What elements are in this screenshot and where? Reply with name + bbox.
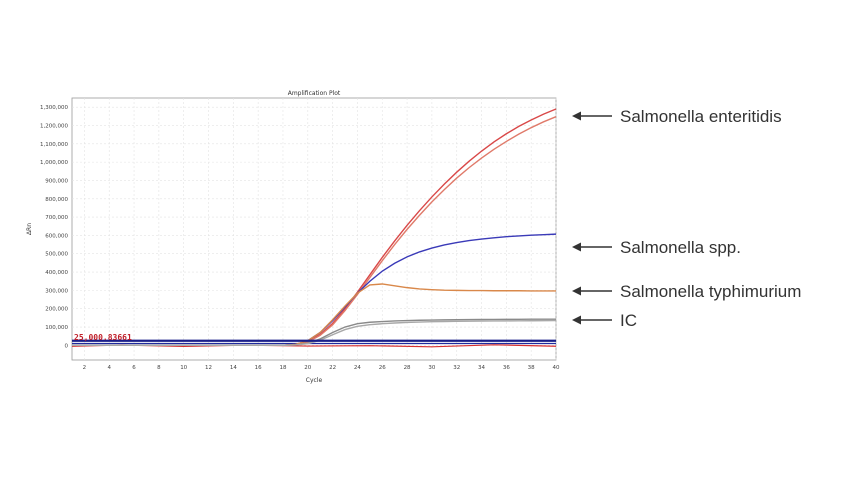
y-tick-label: 100,000 — [45, 325, 68, 331]
x-tick-label: 28 — [404, 365, 411, 371]
callout-arrow-head — [572, 111, 581, 121]
threshold-label: 25,000.83661 — [74, 333, 132, 342]
plot-area — [71, 97, 557, 361]
x-tick-label: 12 — [205, 365, 212, 371]
x-tick-label: 30 — [428, 365, 435, 371]
x-tick-label: 36 — [503, 365, 510, 371]
x-tick-label: 40 — [553, 365, 560, 371]
grid — [72, 98, 557, 360]
series-line-ic — [72, 318, 557, 347]
y-tick-label: 1,000,000 — [40, 160, 68, 166]
callout-arrow-head — [572, 315, 581, 325]
callout-label: Salmonella spp. — [620, 238, 741, 257]
y-tick-label: 800,000 — [45, 197, 68, 203]
x-tick-label: 10 — [180, 365, 187, 371]
x-tick-label: 2 — [83, 365, 87, 371]
callout-label: IC — [620, 311, 637, 330]
x-tick-label: 22 — [329, 365, 336, 371]
axes: 1,300,000 1,200,000 1,100,000 1,000,000 900,… — [40, 105, 560, 371]
callout-arrow-head — [572, 286, 581, 296]
y-tick-label: 500,000 — [45, 252, 68, 258]
callout-label: Salmonella enteritidis — [620, 107, 782, 126]
y-tick-label: 0 — [65, 343, 69, 349]
y-tick-label: 200,000 — [45, 307, 68, 313]
x-tick-label: 26 — [379, 365, 386, 371]
chart-title: Amplification Plot — [288, 90, 341, 97]
x-tick-label: 24 — [354, 365, 361, 371]
y-tick-label: 400,000 — [45, 270, 68, 276]
series-line-salmonella-typhimurium — [72, 283, 556, 347]
callouts: Salmonella enteritidis Salmonella spp. Sal… — [572, 107, 801, 330]
callout-label: Salmonella typhimurium — [620, 282, 801, 301]
series-lines — [71, 108, 557, 348]
x-tick-label: 34 — [478, 365, 485, 371]
x-tick-label: 38 — [528, 365, 535, 371]
x-tick-label: 4 — [107, 365, 111, 371]
series-line-salmonella-enteritidis — [72, 108, 557, 347]
y-tick-label: 1,200,000 — [40, 123, 68, 129]
callout-arrow-head — [572, 242, 581, 252]
y-tick-label: 300,000 — [45, 288, 68, 294]
x-tick-label: 18 — [279, 365, 286, 371]
x-tick-label: 8 — [157, 365, 161, 371]
y-tick-label: 700,000 — [45, 215, 68, 221]
y-axis-label: ΔRn — [26, 223, 33, 235]
x-tick-label: 6 — [132, 365, 136, 371]
x-tick-label: 14 — [230, 365, 237, 371]
x-tick-label: 16 — [255, 365, 262, 371]
series-line-salmonella-enteritidis — [72, 116, 557, 347]
y-tick-label: 1,300,000 — [40, 105, 68, 111]
y-tick-label: 1,100,000 — [40, 142, 68, 148]
x-axis-label: Cycle — [306, 377, 323, 384]
y-tick-label: 900,000 — [45, 178, 68, 184]
y-tick-label: 600,000 — [45, 233, 68, 239]
x-tick-label: 20 — [304, 365, 311, 371]
x-tick-label: 32 — [453, 365, 460, 371]
